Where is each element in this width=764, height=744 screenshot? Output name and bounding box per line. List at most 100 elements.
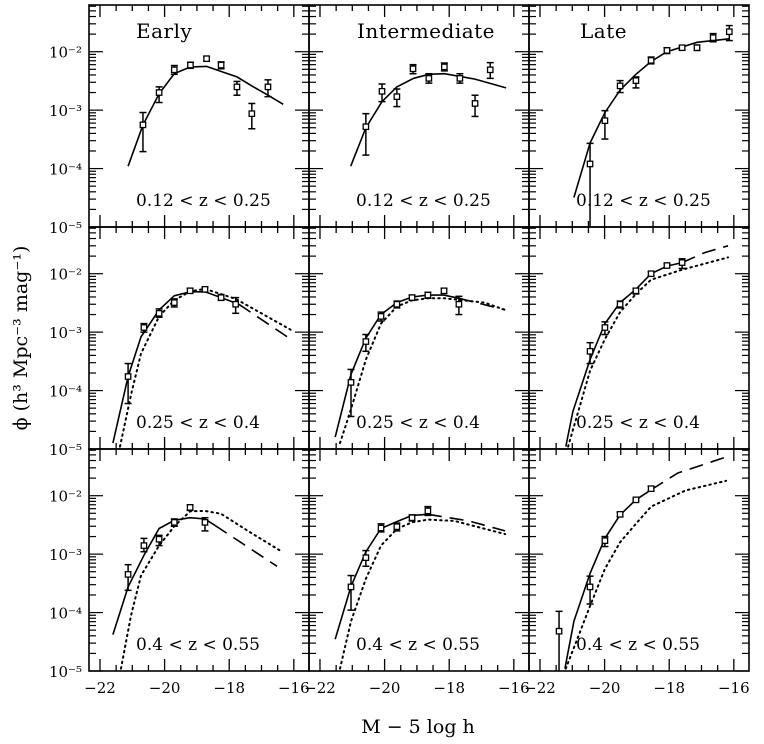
- data-point: [725, 28, 733, 36]
- data-point: [186, 287, 194, 295]
- panel-r0-c2: Late 0.12 < z < 0.25: [528, 4, 750, 228]
- data-point: [632, 496, 640, 504]
- data-point: [187, 61, 194, 69]
- data-point: [362, 338, 370, 345]
- solid-model-curve: [334, 513, 428, 640]
- redshift-range-label: 0.12 < z < 0.25: [136, 191, 271, 211]
- panel-plot-area: [555, 455, 729, 671]
- solid-model-curve: [112, 290, 240, 444]
- x-tick-label: −16: [278, 679, 310, 697]
- x-tick-label: −22: [84, 679, 116, 697]
- data-point: [140, 324, 148, 331]
- redshift-range-label: 0.25 < z < 0.4: [356, 413, 480, 433]
- panel-r0-c0: Early 0.12 < z < 0.25: [88, 4, 310, 228]
- data-point: [170, 299, 178, 306]
- data-point: [586, 160, 594, 168]
- dashed-model-curve: [681, 245, 729, 264]
- y-tick-label: 10⁻⁵: [49, 441, 82, 459]
- panel-title: Late: [580, 19, 627, 43]
- data-point: [709, 34, 717, 42]
- dotted-model-curve: [564, 479, 728, 670]
- panel-r1-c1: 0.25 < z < 0.4: [308, 226, 530, 450]
- panel-r2-c2: 0.4 < z < 0.55: [528, 448, 750, 672]
- data-point: [647, 485, 655, 493]
- data-point: [393, 300, 401, 308]
- x-tick-label: −22: [524, 679, 556, 697]
- dotted-model-curve: [339, 297, 507, 445]
- data-point: [140, 542, 148, 549]
- y-tick-label: 10⁻³: [49, 102, 82, 120]
- data-point: [586, 583, 594, 591]
- y-tick-label: 10⁻⁵: [49, 219, 82, 237]
- data-point: [201, 518, 209, 526]
- x-tick-label: −16: [498, 679, 530, 697]
- data-point: [377, 524, 385, 532]
- data-point: [362, 554, 370, 562]
- data-point: [408, 514, 416, 522]
- data-point: [555, 627, 563, 635]
- data-point: [632, 77, 640, 84]
- data-point: [455, 300, 463, 308]
- x-tick-label: −18: [433, 679, 465, 697]
- data-point: [347, 379, 355, 386]
- data-point: [632, 287, 640, 295]
- data-point: [347, 583, 355, 591]
- data-point: [586, 347, 594, 355]
- y-tick-label: 10⁻³: [49, 324, 82, 342]
- data-point: [155, 89, 163, 96]
- data-point: [424, 507, 432, 515]
- data-point: [486, 66, 494, 74]
- y-axis-title: ϕ (h³ Mpc⁻³ mag⁻¹): [10, 246, 32, 431]
- y-tick-label: 10⁻³: [49, 546, 82, 564]
- data-point: [425, 74, 433, 82]
- y-tick-label: 10⁻⁴: [49, 161, 82, 179]
- data-point: [424, 291, 432, 299]
- panel-plot-area: [334, 505, 507, 670]
- data-point: [264, 83, 272, 91]
- dashed-model-curve: [650, 455, 729, 491]
- data-point: [155, 535, 163, 543]
- data-point: [203, 55, 210, 63]
- redshift-range-label: 0.25 < z < 0.4: [576, 413, 700, 433]
- data-point: [647, 270, 655, 278]
- redshift-range-label: 0.12 < z < 0.25: [576, 191, 711, 211]
- solid-model-curve: [349, 72, 507, 167]
- dashed-model-curve: [238, 303, 292, 340]
- y-tick-label: 10⁻²: [49, 266, 82, 284]
- data-point: [139, 121, 147, 129]
- redshift-range-label: 0.25 < z < 0.4: [136, 413, 260, 433]
- x-tick-label: −20: [149, 679, 181, 697]
- data-point: [393, 523, 401, 531]
- data-point: [440, 287, 448, 295]
- solid-model-curve: [573, 38, 730, 198]
- data-point: [408, 294, 416, 301]
- data-point: [678, 44, 686, 52]
- data-point: [441, 63, 448, 71]
- y-tick-label: 10⁻²: [49, 44, 82, 62]
- data-point: [616, 510, 624, 518]
- panel-plot-area: [573, 24, 733, 227]
- panel-r1-c0: 0.25 < z < 0.4: [88, 226, 310, 450]
- data-point: [471, 100, 479, 107]
- data-point: [377, 313, 385, 320]
- x-tick-label: −18: [653, 679, 685, 697]
- data-point: [201, 285, 209, 293]
- data-point: [616, 300, 624, 308]
- panel-plot-area: [112, 504, 283, 670]
- data-point: [616, 82, 624, 90]
- data-point: [663, 47, 671, 54]
- data-point: [693, 44, 701, 52]
- data-point: [186, 504, 194, 511]
- x-tick-label: −20: [589, 679, 621, 697]
- solid-model-curve: [127, 65, 284, 167]
- y-tick-label: 10⁻⁴: [49, 605, 82, 623]
- panel-plot-area: [127, 55, 284, 167]
- y-tick-label: 10⁻⁵: [49, 663, 82, 681]
- data-point: [233, 83, 241, 91]
- data-point: [456, 74, 464, 82]
- panel-r0-c1: Intermediate 0.12 < z < 0.25: [308, 4, 530, 228]
- data-point: [663, 262, 671, 269]
- data-point: [217, 294, 225, 301]
- redshift-range-label: 0.4 < z < 0.55: [136, 635, 260, 655]
- panel-plot-area: [349, 61, 507, 167]
